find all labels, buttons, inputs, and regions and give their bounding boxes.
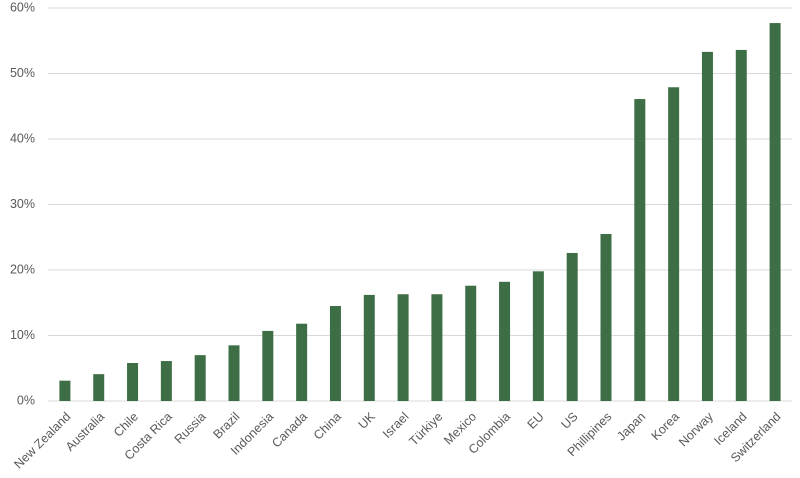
x-tick-label: Russia <box>172 410 209 447</box>
bar <box>127 363 139 401</box>
bar <box>735 49 747 402</box>
bar <box>296 323 308 401</box>
x-tick-label: Chile <box>111 410 141 440</box>
y-tick-label: 40% <box>10 131 35 145</box>
x-tick-label: Türkiye <box>406 410 445 449</box>
y-tick-label: 10% <box>10 328 35 342</box>
bar <box>566 252 578 401</box>
bar <box>59 380 71 401</box>
x-tick-label: US <box>558 410 580 432</box>
bar <box>668 87 680 401</box>
y-tick-label: 0% <box>17 393 35 407</box>
bar <box>363 294 375 401</box>
bar <box>329 306 341 401</box>
bar <box>499 281 511 401</box>
bar <box>465 285 477 401</box>
x-tick-label: Israel <box>380 410 412 442</box>
x-tick-label: Brazil <box>210 410 242 442</box>
x-tick-label: UK <box>356 409 379 432</box>
bar <box>93 374 105 401</box>
y-tick-label: 50% <box>10 66 35 80</box>
x-tick-label: EU <box>525 410 547 432</box>
bar <box>634 99 646 402</box>
x-tick-label: Japan <box>614 410 648 444</box>
bar <box>600 233 612 401</box>
bar <box>431 294 443 401</box>
bar <box>194 355 206 401</box>
y-tick-label: 20% <box>10 262 35 276</box>
bar <box>228 345 240 401</box>
x-tick-label: China <box>311 410 344 443</box>
bar <box>532 271 544 401</box>
x-tick-label: Norway <box>676 409 716 449</box>
bar <box>262 330 274 401</box>
bar <box>160 361 172 401</box>
y-tick-label: 60% <box>10 0 35 14</box>
y-tick-label: 30% <box>10 197 35 211</box>
x-tick-label: New Zealand <box>11 410 73 472</box>
bar <box>769 23 781 401</box>
x-tick-label: Canada <box>269 410 310 451</box>
bar <box>701 51 713 401</box>
bar <box>397 294 409 401</box>
